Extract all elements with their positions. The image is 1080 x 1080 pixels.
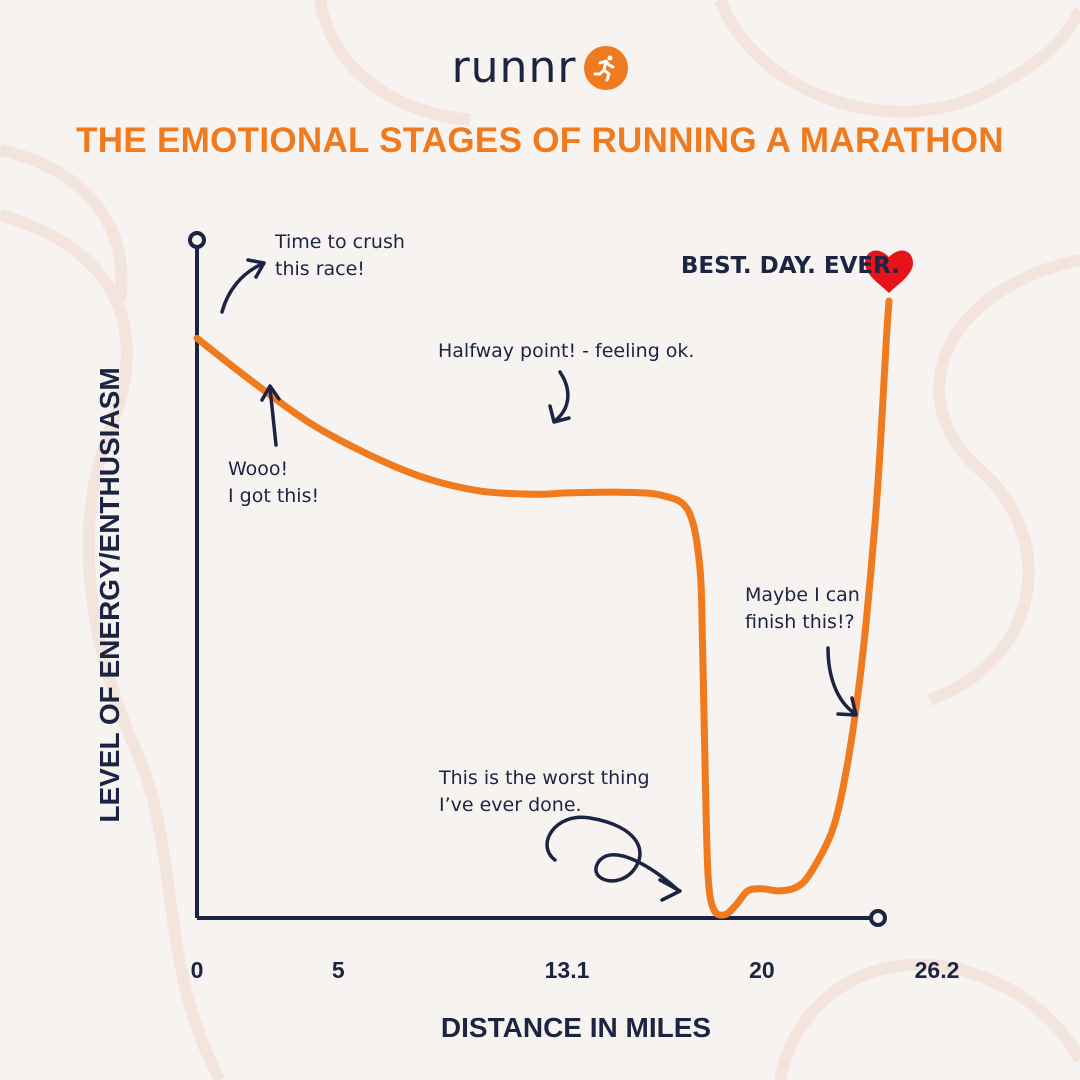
annotation-half: Halfway point! - feeling ok. — [438, 340, 694, 362]
arrow-early-head — [260, 384, 281, 402]
arrow-worst-head — [658, 878, 682, 902]
annotation-early: Wooo! — [228, 458, 288, 480]
y-axis-label: LEVEL OF ENERGY/ENTHUSIASM — [94, 367, 125, 823]
annotation-end: BEST. DAY. EVER. — [681, 253, 900, 279]
chart-title: THE EMOTIONAL STAGES OF RUNNING A MARATH… — [76, 121, 1004, 160]
arrow-hope — [826, 646, 856, 715]
annotation-start: Time to crush — [274, 231, 405, 253]
x-axis-label: DISTANCE IN MILES — [440, 1012, 712, 1043]
annotation-hope: finish this!? — [745, 611, 855, 633]
x-tick-label: 0 — [191, 957, 204, 983]
x-tick-label: 20 — [749, 957, 775, 983]
arrow-hope-head — [836, 696, 858, 717]
x-tick-label: 5 — [332, 957, 345, 983]
arrow-early — [268, 386, 278, 447]
arrow-start — [220, 262, 264, 314]
x-tick-label: 13.1 — [545, 957, 590, 983]
annotation-worst: I’ve ever done. — [439, 794, 582, 816]
arrow-worst — [545, 815, 680, 892]
x-axis-end-cap — [869, 909, 887, 927]
arrow-start-head — [246, 258, 266, 279]
y-axis-end-cap — [188, 231, 206, 249]
arrow-half — [554, 370, 570, 422]
brand-wordmark: runnr — [451, 42, 577, 93]
energy-line — [193, 297, 893, 919]
arrow-half-head — [548, 404, 571, 424]
annotation-early: I got this! — [228, 485, 319, 507]
annotation-hope: Maybe I can — [745, 584, 860, 606]
x-tick-label: 26.2 — [915, 957, 960, 983]
runner-icon — [584, 46, 629, 90]
annotation-worst: This is the worst thing — [438, 767, 650, 789]
chart-annotations: Time to crush this race! Wooo! I got this! H… — [220, 231, 900, 902]
brand-logo: runnr — [0, 38, 1080, 98]
heart-icon — [864, 250, 913, 294]
chart-axes — [188, 231, 887, 927]
annotation-start: this race! — [275, 258, 365, 280]
chart-series — [193, 250, 913, 919]
x-tick-labels: 0 5 13.1 20 26.2 — [191, 957, 960, 983]
